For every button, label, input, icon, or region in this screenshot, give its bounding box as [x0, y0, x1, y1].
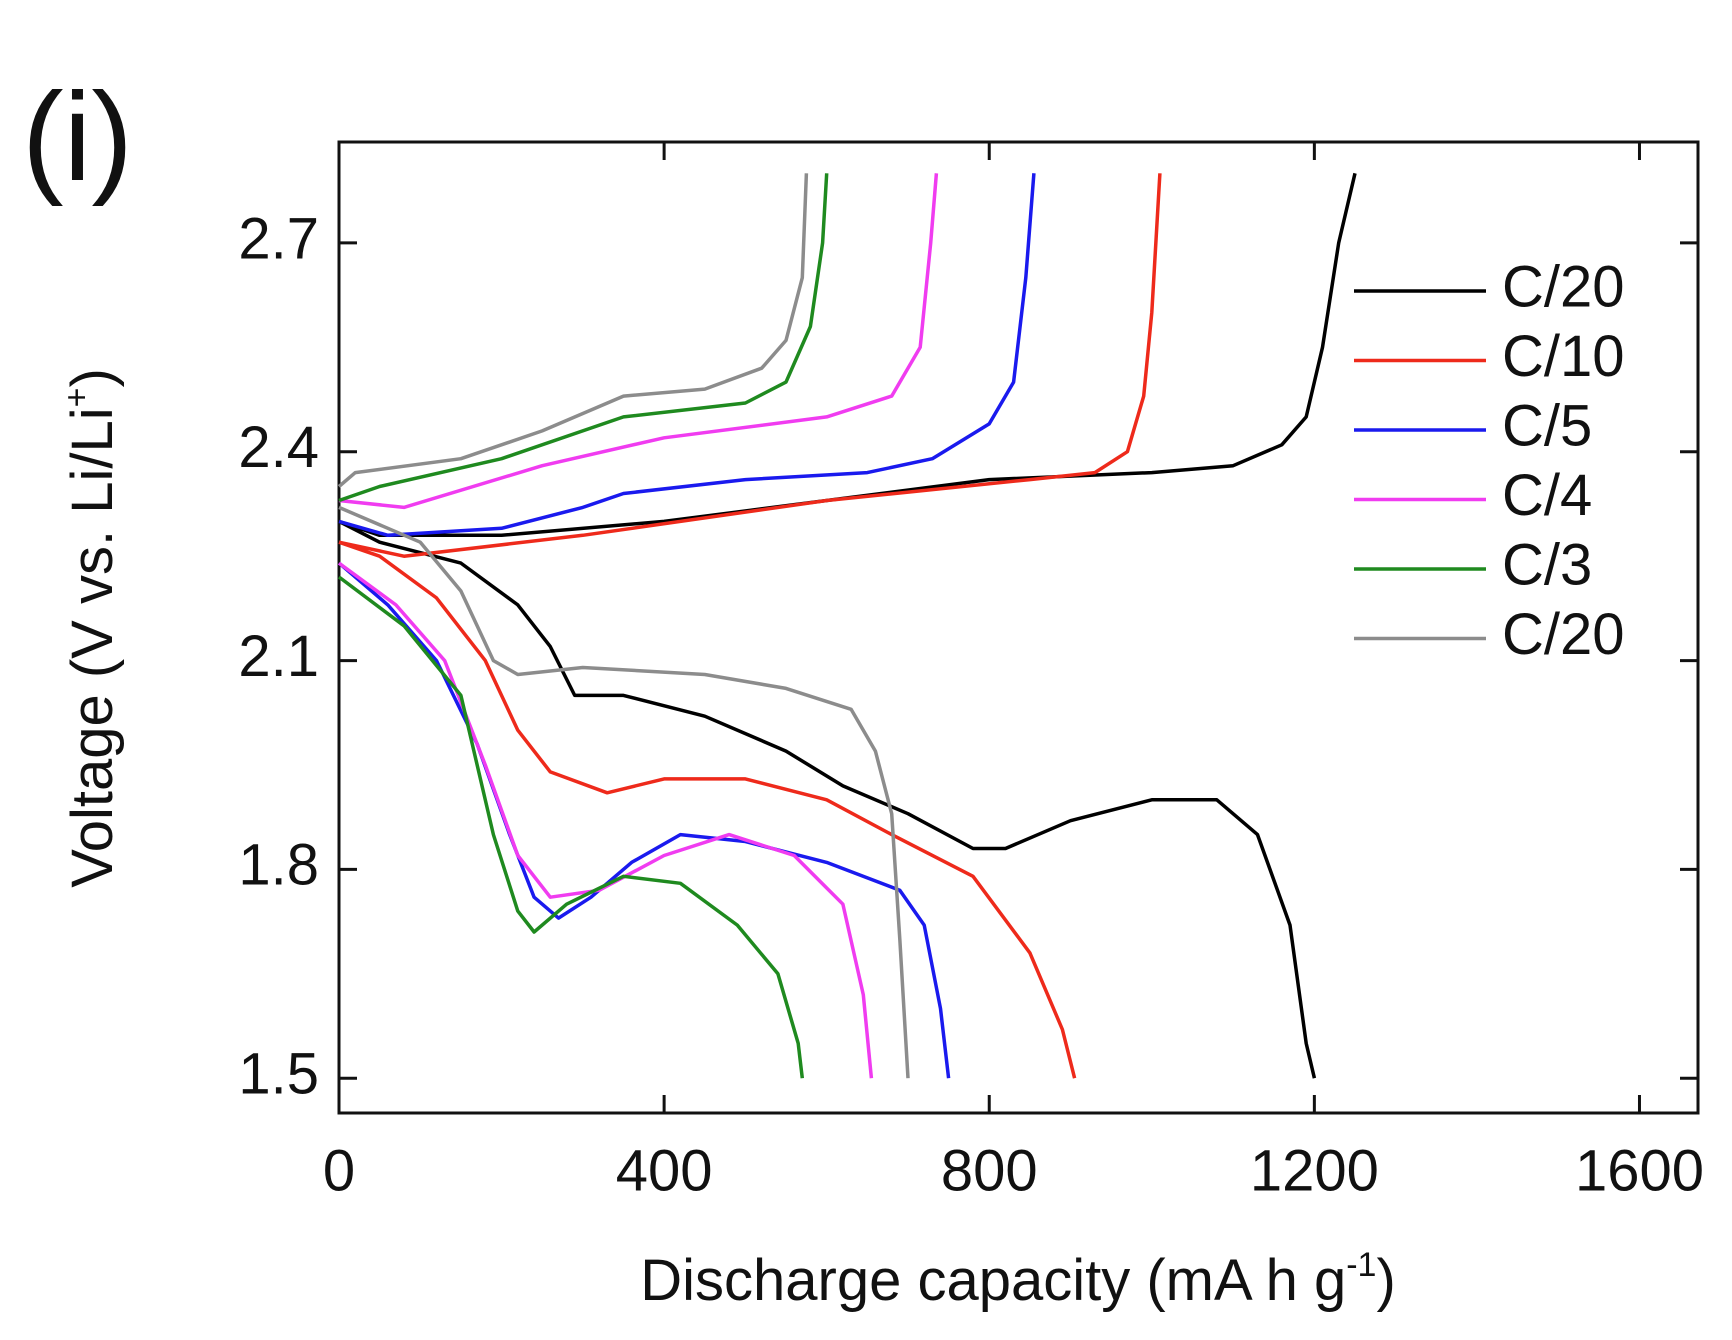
legend-label: C/3 [1502, 532, 1592, 597]
legend-label: C/4 [1502, 463, 1592, 528]
x-tick-label: 1600 [1575, 1138, 1704, 1203]
plot-frame [337, 140, 1700, 1115]
series-line [337, 173, 910, 1079]
panel-label: (i) [22, 68, 133, 207]
legend-label: C/10 [1502, 324, 1625, 389]
y-tick-label: 2.1 [238, 624, 319, 689]
x-axis-title-part: ) [1376, 1248, 1395, 1313]
y-tick-label: 2.4 [238, 415, 319, 480]
y-tick-label: 1.8 [238, 833, 319, 898]
x-tick-label: 1200 [1250, 1138, 1379, 1203]
x-tick-label: 400 [616, 1138, 713, 1203]
series-line [338, 173, 1162, 1079]
y-tick-label: 2.7 [238, 206, 319, 271]
series-line [337, 173, 939, 1079]
series-line [337, 173, 829, 1079]
x-axis-title-sup: -1 [1346, 1246, 1376, 1284]
x-axis-title: Discharge capacity (mA h g-1) [640, 1246, 1396, 1313]
legend-label: C/20 [1502, 602, 1625, 667]
x-tick-label: 0 [323, 1138, 355, 1203]
series-line [338, 172, 1357, 1079]
y-axis-title: Voltage (V vs. Li/Li+) [58, 368, 125, 888]
x-axis-title-part: Discharge capacity (mA h g [640, 1248, 1346, 1313]
series-line [337, 173, 1036, 1079]
legend-label: C/20 [1502, 254, 1625, 319]
y-axis-title-part: Voltage (V vs. Li/Li [60, 407, 125, 887]
y-axis-title-sup: + [58, 388, 96, 408]
legend-label: C/5 [1502, 393, 1592, 458]
x-tick-label: 800 [941, 1138, 1038, 1203]
y-axis-title-part: ) [60, 368, 125, 387]
y-tick-label: 1.5 [238, 1042, 319, 1107]
